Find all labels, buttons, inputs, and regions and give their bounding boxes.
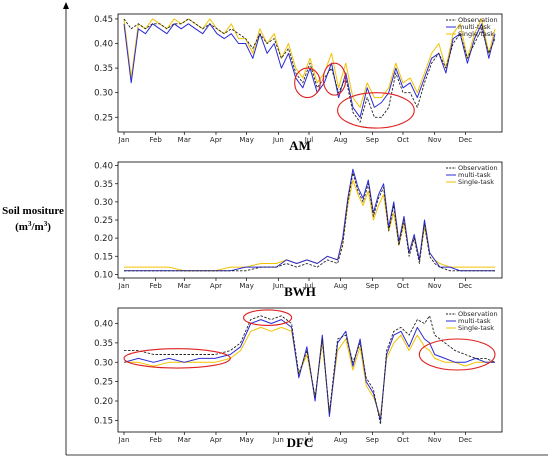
x-tick-label: Mar	[178, 136, 191, 144]
x-tick-label: Oct	[397, 282, 409, 290]
series-line-observation	[124, 172, 495, 272]
plot-frame	[117, 161, 503, 279]
x-tick-label: Feb	[149, 436, 162, 444]
x-tick-label: Jun	[272, 282, 284, 290]
highlight-ellipse	[294, 67, 321, 99]
x-tick-label: Feb	[149, 136, 162, 144]
x-tick-label: Jun	[272, 136, 284, 144]
x-tick-label: Apr	[210, 436, 222, 444]
x-tick-label: Nov	[428, 436, 442, 444]
highlight-ellipse	[322, 62, 347, 96]
y-tick-label: 0.10	[94, 270, 113, 280]
y-tick-label: 0.35	[94, 64, 113, 74]
x-tick-label: Feb	[149, 282, 162, 290]
panel-bwh: 0.10 0.15 0.20 0.25 0.30 0.35 0.40 Jan Feb Mar Apr…	[94, 161, 503, 299]
x-tick-label: Jul	[304, 282, 314, 290]
plot-frame	[117, 13, 503, 133]
legend-label: Single-task	[458, 324, 494, 332]
y-tick-label: 0.15	[94, 416, 113, 426]
x-tick-label: Sep	[366, 136, 380, 144]
y-tick-label: 0.35	[94, 339, 113, 349]
highlight-ellipse	[123, 348, 231, 369]
x-tick-label: Mar	[178, 436, 191, 444]
y-tick-label: 0.25	[94, 378, 113, 388]
panel-title: AM	[289, 138, 311, 153]
legend-label: multi-task	[458, 171, 491, 179]
x-tick-label: Jun	[272, 436, 284, 444]
legend-label: Single-task	[458, 30, 494, 38]
y-tick-label: 0.30	[94, 89, 113, 99]
x-tick-label: Dec	[459, 436, 473, 444]
y-tick-label: 0.25	[94, 216, 113, 226]
x-tick-label: Jan	[118, 282, 130, 290]
x-tick-label: Apr	[210, 282, 222, 290]
x-tick-label: Nov	[428, 282, 442, 290]
highlight-ellipse	[337, 92, 415, 129]
panel-dfc: 0.15 0.20 0.25 0.30 0.35 0.40 Jan Feb Mar Apr May J…	[94, 307, 503, 450]
y-tick-label: 0.30	[94, 198, 113, 208]
legend-label: Observation	[458, 16, 498, 24]
highlight-ellipse	[418, 338, 496, 371]
ylabel-line1: Soil mositure	[2, 205, 64, 217]
y-tick-label: 0.40	[94, 162, 113, 172]
legend-label: multi-task	[458, 23, 491, 31]
y-tick-label: 0.25	[94, 113, 113, 123]
y-tick-label: 0.40	[94, 40, 113, 50]
series-line-single-task	[124, 326, 495, 417]
y-tick-label: 0.40	[94, 320, 113, 330]
series-line-observation	[123, 18, 496, 123]
panel-title: DFC	[287, 435, 314, 450]
x-tick-label: Aug	[334, 436, 348, 444]
y-tick-label: 0.45	[94, 15, 113, 25]
x-tick-label: Dec	[459, 282, 473, 290]
x-tick-label: Oct	[397, 136, 409, 144]
series-line-observation	[124, 315, 496, 425]
x-tick-label: Jul	[304, 436, 314, 444]
series-line-single-task	[123, 18, 496, 108]
x-tick-label: Jan	[118, 136, 130, 144]
outer-y-arrow	[63, 2, 69, 9]
x-tick-label: Nov	[428, 136, 442, 144]
panel-am: 0.25 0.30 0.35 0.40 0.45 Jan Feb Mar Apr May Jun Ju…	[94, 13, 503, 153]
legend-label: Observation	[458, 310, 498, 318]
legend-label: Single-task	[458, 178, 494, 186]
legend-label: multi-task	[458, 317, 491, 325]
x-tick-label: Aug	[334, 136, 348, 144]
highlight-ellipse	[243, 309, 293, 326]
x-tick-label: Apr	[210, 136, 222, 144]
x-tick-label: Dec	[459, 136, 473, 144]
x-tick-label: Oct	[397, 436, 409, 444]
x-tick-label: Sep	[366, 282, 380, 290]
x-tick-label: Aug	[334, 282, 348, 290]
x-tick-label: Sep	[366, 436, 380, 444]
x-tick-label: May	[239, 136, 253, 144]
panel-title: BWH	[284, 284, 316, 299]
x-tick-label: Jan	[118, 436, 130, 444]
y-tick-label: 0.15	[94, 252, 113, 262]
x-tick-label: May	[239, 436, 253, 444]
x-tick-label: Mar	[178, 282, 191, 290]
x-tick-label: May	[239, 282, 253, 290]
y-tick-label: 0.20	[94, 234, 113, 244]
x-tick-label: Jul	[304, 136, 314, 144]
series-line-single-task	[124, 179, 495, 272]
y-tick-label: 0.30	[94, 358, 113, 368]
y-tick-label: 0.35	[94, 180, 113, 190]
y-tick-label: 0.20	[94, 397, 113, 407]
legend-label: Observation	[458, 164, 498, 172]
ylabel-unit: (m3/m3)	[15, 220, 51, 233]
